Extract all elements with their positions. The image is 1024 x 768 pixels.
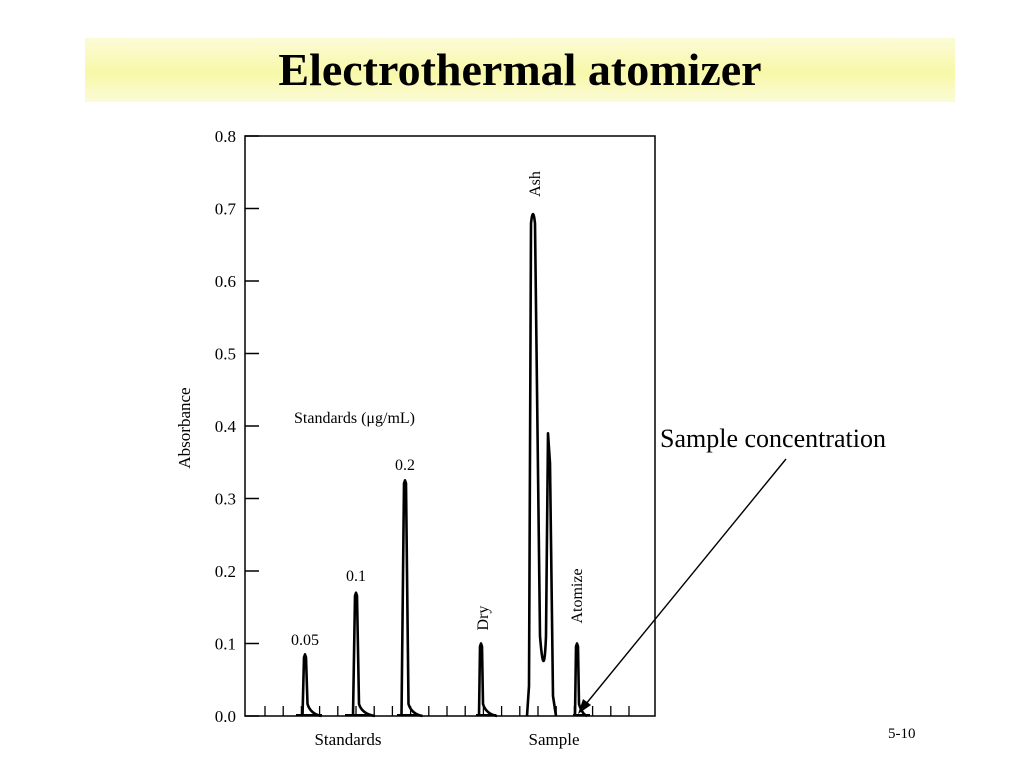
annotation-arrowhead [578, 699, 591, 714]
peak-0-2 [400, 479, 423, 718]
y-tick-label: 0.5 [215, 345, 236, 364]
y-tick-label: 0.2 [215, 562, 236, 581]
y-tick-label: 0.7 [215, 200, 237, 219]
title-bar: Electrothermal atomizer [85, 38, 955, 102]
y-tick-label: 0.4 [215, 417, 237, 436]
page-number: 5-10 [888, 726, 916, 742]
peak-label-0-1: 0.1 [346, 568, 366, 585]
peak-traces [296, 212, 590, 718]
peak-0-05 [301, 653, 322, 718]
peak-label-atomize: Atomize [569, 568, 586, 623]
y-tick-label: 0.6 [215, 272, 236, 291]
annotation-arrow [580, 458, 787, 711]
y-tick-label: 0.1 [215, 635, 236, 654]
slide-title: Electrothermal atomizer [278, 44, 762, 95]
y-tick-label: 0.3 [215, 490, 236, 509]
peak-dry [477, 642, 498, 718]
peak-label-0-05: 0.05 [291, 632, 319, 649]
peak-0-1 [351, 591, 376, 718]
y-tick-label: 0.0 [215, 707, 236, 726]
annotation-label: Sample concentration [660, 424, 886, 453]
y-tick-label: 0.8 [215, 127, 236, 146]
peak-label-ash: Ash [527, 171, 544, 197]
x-group-label-sample: Sample [529, 730, 580, 749]
peak-label-0-2: 0.2 [395, 457, 415, 474]
peak-label-dry: Dry [475, 606, 492, 631]
x-group-label-standards: Standards [314, 730, 381, 749]
y-axis-label: Absorbance [175, 387, 194, 468]
y-axis: 0.0 0.1 0.2 0.3 0.4 0.5 0.6 0.7 0.8 [215, 127, 259, 726]
standards-legend-label: Standards (μg/mL) [294, 410, 415, 427]
peak-ash [525, 212, 558, 717]
